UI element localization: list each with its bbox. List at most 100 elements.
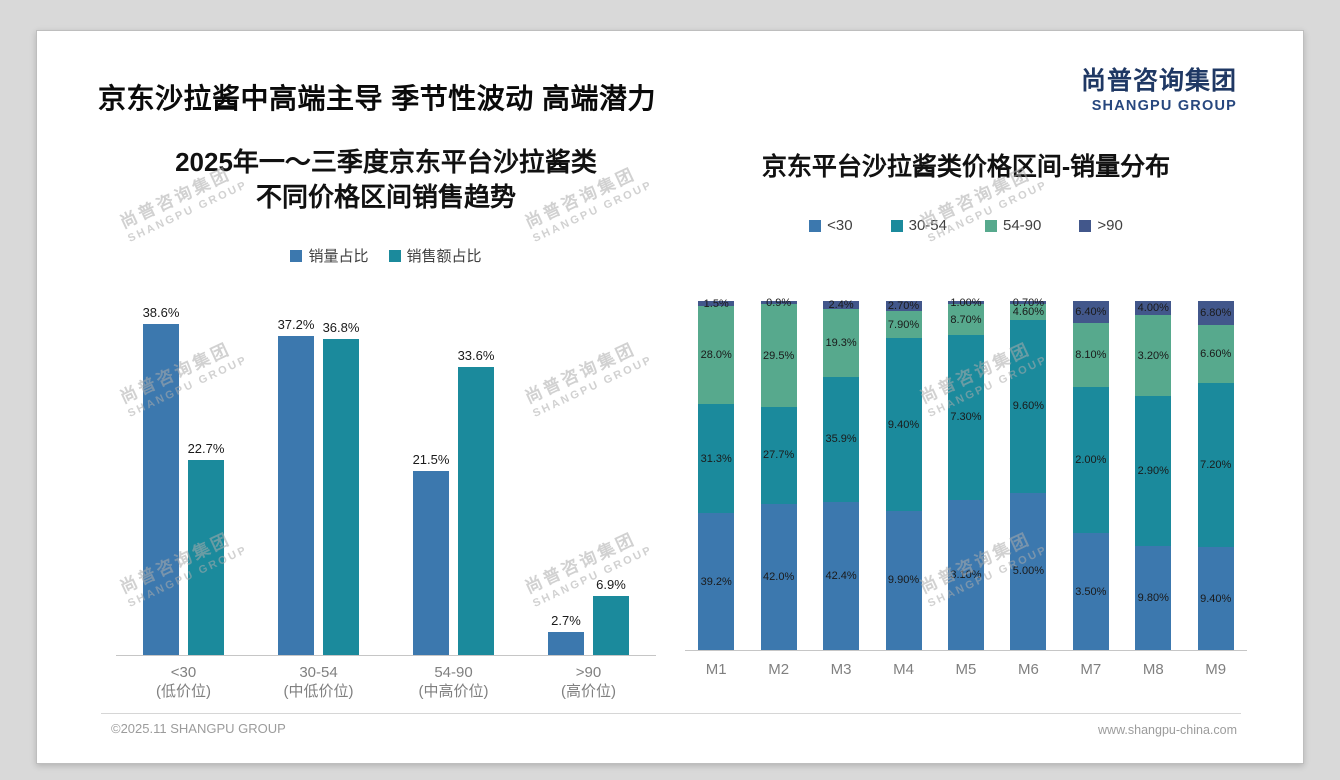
bar-value-label: 36.8% bbox=[322, 320, 360, 336]
segment-label: 4.60% bbox=[1012, 305, 1045, 318]
stack-segment: 3.10% bbox=[947, 499, 984, 650]
right-chart-title: 京东平台沙拉酱类价格区间-销量分布 bbox=[761, 153, 1171, 181]
left-chart-legend: 销量占比 销售额占比 bbox=[116, 245, 656, 266]
slide: 尚普咨询集团 SHANGPU GROUP 尚普咨询集团 SHANGPU GROUP 尚普… bbox=[36, 30, 1304, 764]
bar-group: 37.2% 36.8% bbox=[251, 312, 386, 655]
segment-label: 29.5% bbox=[763, 349, 795, 362]
right-chart-category-axis: M1 M2 M3 M4 M5 M6 M7 M8 M9 bbox=[685, 661, 1247, 678]
bar-value-label: 2.7% bbox=[551, 612, 581, 628]
month-label: M6 bbox=[1017, 661, 1039, 678]
segment-label: 3.10% bbox=[950, 568, 982, 581]
segment-label: 9.80% bbox=[1137, 592, 1169, 604]
stack-segment: 5.00% bbox=[1010, 492, 1047, 650]
segment-label: 9.90% bbox=[887, 574, 920, 587]
segment-label: 6.80% bbox=[1200, 306, 1232, 319]
stacked-column: 39.2% 31.3% 28.0% 1.5% bbox=[698, 298, 735, 650]
segment-label: 2.4% bbox=[828, 299, 854, 312]
bar-value-label: 6.9% bbox=[596, 576, 626, 592]
stack-segment: 39.2% bbox=[698, 513, 735, 650]
legend-swatch bbox=[809, 219, 822, 232]
legend-swatch bbox=[290, 249, 303, 262]
segment-label: 8.10% bbox=[1075, 348, 1107, 361]
stack-segment: 3.20% bbox=[1135, 315, 1172, 397]
legend-label: 销售额占比 bbox=[406, 248, 482, 265]
legend-label: >90 bbox=[1097, 217, 1123, 234]
month-label: M2 bbox=[768, 661, 790, 678]
segment-label: 0.70% bbox=[1012, 296, 1045, 309]
bar: 22.7% bbox=[188, 441, 224, 655]
legend-label: 54-90 bbox=[1003, 217, 1042, 234]
stack-segment: 19.3% bbox=[823, 309, 860, 377]
bar: 36.8% bbox=[323, 320, 359, 655]
category-label-range: 30-54 bbox=[299, 664, 338, 681]
category-label: 54-90 (中高价位) bbox=[386, 663, 521, 701]
category-label: >90 (高价位) bbox=[521, 663, 656, 701]
stacked-column: 42.0% 27.7% 29.5% 0.9% bbox=[760, 297, 797, 650]
stack-segment: 42.4% bbox=[823, 502, 860, 650]
category-label-tier: (中高价位) bbox=[418, 683, 489, 700]
category-label-tier: (高价位) bbox=[561, 683, 616, 700]
segment-label: 39.2% bbox=[700, 575, 732, 588]
stack-segment: 2.90% bbox=[1135, 396, 1172, 546]
legend-swatch bbox=[1079, 219, 1092, 232]
segment-label: 3.50% bbox=[1075, 585, 1107, 598]
month-label: M7 bbox=[1080, 661, 1102, 678]
stack-segment: 9.40% bbox=[885, 338, 922, 511]
stack-segment: 4.60% bbox=[1010, 303, 1047, 320]
segment-label: 9.40% bbox=[887, 418, 920, 431]
stack-segment: 29.5% bbox=[760, 304, 797, 407]
month-label: M8 bbox=[1142, 661, 1164, 678]
category-label-tier: (中低价位) bbox=[283, 683, 354, 700]
bar: 33.6% bbox=[458, 348, 494, 655]
bar-value-label: 37.2% bbox=[277, 317, 315, 333]
segment-label: 2.90% bbox=[1137, 465, 1169, 478]
legend-item: <30 bbox=[809, 217, 853, 234]
bar: 21.5% bbox=[413, 452, 449, 655]
stack-segment: 31.3% bbox=[698, 403, 735, 514]
segment-label: 9.40% bbox=[1200, 592, 1232, 605]
segment-label: 2.70% bbox=[887, 300, 920, 313]
company-logo-chinese: 尚普咨询集团 bbox=[1080, 67, 1237, 95]
stack-segment: 2.70% bbox=[885, 300, 922, 313]
company-logo: 尚普咨询集团 SHANGPU GROUP bbox=[1081, 61, 1237, 114]
segment-label: 19.3% bbox=[825, 337, 857, 350]
segment-label: 7.30% bbox=[950, 411, 982, 424]
stack-segment: 2.4% bbox=[823, 299, 860, 312]
stack-segment: 6.80% bbox=[1197, 301, 1234, 325]
segment-label: 31.3% bbox=[700, 452, 732, 465]
stack-segment: 8.70% bbox=[947, 304, 984, 335]
stack-segment: 4.00% bbox=[1135, 301, 1172, 316]
stack-segment: 9.40% bbox=[1197, 547, 1234, 650]
stack-segment: 8.10% bbox=[1072, 323, 1109, 387]
legend-label: 30-54 bbox=[908, 217, 947, 234]
stack-segment: 1.00% bbox=[947, 297, 984, 309]
left-chart-plot: 38.6% 22.7% 37.2% 36.8% 21.5% 33.6% 2.7% 6.9% bbox=[116, 305, 656, 656]
stack-segment: 27.7% bbox=[760, 406, 797, 504]
footer-website: www.shangpu-china.com bbox=[1098, 723, 1237, 737]
stacked-column: 9.40% 7.20% 6.60% 6.80% bbox=[1197, 301, 1234, 650]
segment-label: 8.70% bbox=[950, 313, 982, 326]
legend-label: <30 bbox=[827, 217, 853, 234]
stack-segment: 9.60% bbox=[1010, 319, 1047, 493]
stack-segment: 2.00% bbox=[1072, 386, 1109, 534]
legend-item: >90 bbox=[1079, 217, 1123, 234]
segment-label: 7.90% bbox=[887, 318, 920, 331]
stack-segment: 28.0% bbox=[698, 306, 735, 404]
watermark-text-english: SHANGPU GROUP bbox=[926, 178, 1050, 245]
stack-segment: 35.9% bbox=[823, 376, 860, 503]
segment-label: 2.00% bbox=[1075, 453, 1107, 466]
legend-swatch bbox=[890, 219, 903, 232]
bar: 2.7% bbox=[548, 613, 584, 655]
category-label: 30-54 (中低价位) bbox=[251, 663, 386, 701]
left-chart-title-line1: 2025年一～三季度京东平台沙拉酱类 bbox=[175, 147, 597, 177]
right-chart-plot: 39.2% 31.3% 28.0% 1.5% 42.0% 27.7% 29.5% 0.9% 42… bbox=[685, 297, 1247, 651]
stacked-column: 9.90% 9.40% 7.90% 2.70% bbox=[885, 300, 922, 650]
bar-value-label: 21.5% bbox=[412, 451, 450, 467]
segment-label: 42.4% bbox=[825, 570, 857, 583]
bar-group: 21.5% 33.6% bbox=[386, 312, 521, 655]
left-chart-title-line2: 不同价格区间销售趋势 bbox=[255, 182, 516, 212]
segment-label: 35.9% bbox=[825, 433, 857, 446]
segment-label: 1.00% bbox=[950, 296, 982, 309]
legend-item: 54-90 bbox=[985, 217, 1041, 234]
bar-value-label: 33.6% bbox=[457, 347, 495, 363]
